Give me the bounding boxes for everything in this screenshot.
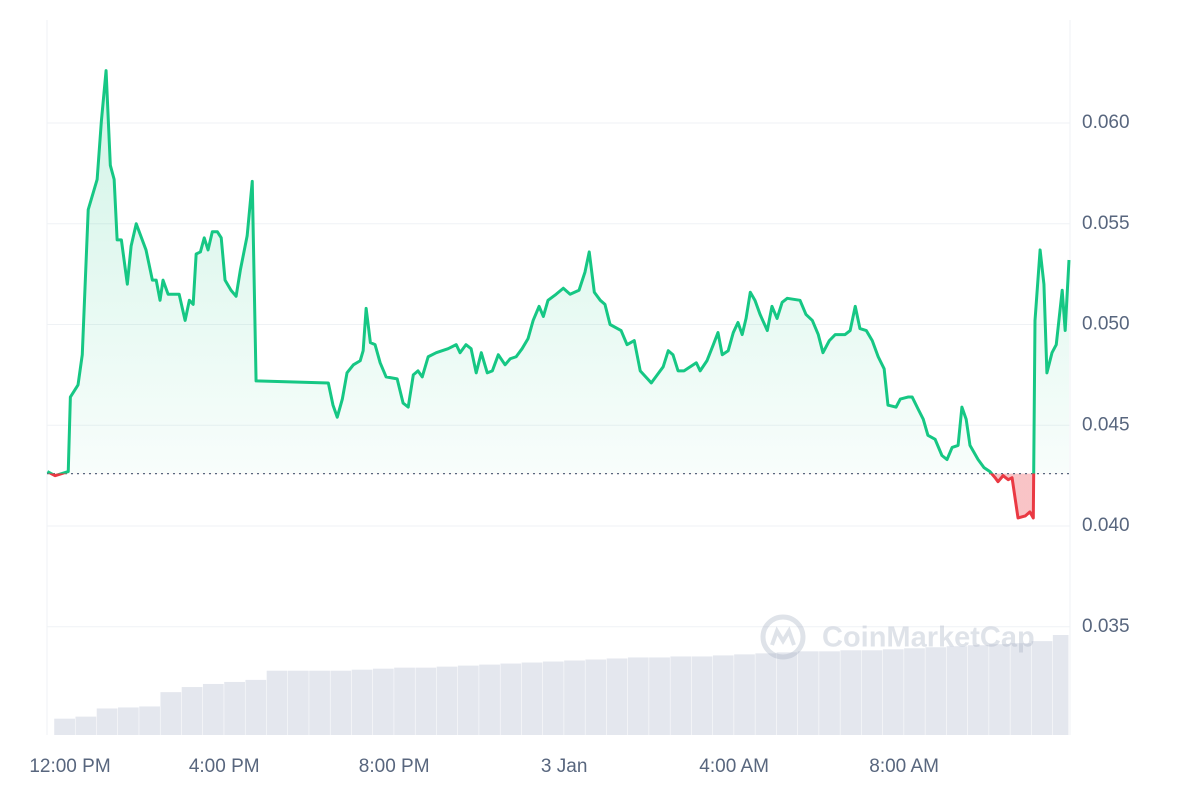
volume-bar [160,692,182,735]
volume-bar [840,650,862,735]
volume-bar [585,659,607,735]
volume-bar [819,651,840,735]
watermark-group: CoinMarketCap [760,614,1035,660]
volume-bar [797,651,819,735]
x-tick-label: 3 Jan [541,756,587,777]
volume-bar [457,665,479,735]
y-tick-label: 0.050 [1082,314,1130,335]
volume-bar [287,670,309,735]
y-tick-label: 0.040 [1082,515,1130,536]
volume-bar [904,648,925,735]
volume-bar [330,670,352,735]
volume-bar [139,706,160,735]
volume-bar [861,650,883,735]
volume-bar [882,649,904,735]
volume-bar [351,669,373,735]
volume-bar [691,656,713,735]
volume-bar [967,645,989,735]
volume-bar [372,668,394,735]
watermark-logo [760,614,806,660]
volume-bar [649,657,670,735]
x-tick-label: 4:00 AM [699,756,769,777]
x-tick-label: 12:00 PM [29,756,110,777]
watermark: CoinMarketCap [822,622,1035,654]
volume-bar [117,707,139,735]
price-line [46,69,1071,520]
volume-bar [946,646,968,735]
volume-bar [712,655,734,735]
volume-bar [989,644,1010,735]
plot-layer [46,69,1071,520]
volume-bar [776,652,798,735]
volume-bar [181,687,203,735]
volume-bar [1052,635,1069,735]
volume-bar [415,667,437,735]
volume-bar [266,670,288,735]
volume-bar [521,662,543,735]
x-tick-label: 8:00 AM [869,756,939,777]
y-tick-label: 0.055 [1082,213,1130,234]
volume-bar [734,654,755,735]
volume-bar [202,683,224,735]
volume-bar [479,664,500,735]
volume-bar [542,661,564,735]
volume-bar [54,718,75,735]
volume-bar [1010,643,1032,735]
volume-bar [500,663,522,735]
volume-bar [670,656,692,735]
volume-bar [224,681,245,735]
volume-layer [54,635,1069,735]
volume-bar [394,667,415,735]
y-tick-label: 0.035 [1082,616,1130,637]
x-tick-label: 4:00 PM [189,756,260,777]
volume-bar [606,658,628,735]
volume-bar [925,647,947,735]
volume-bar [309,670,330,735]
volume-bar [564,660,585,735]
volume-bar [755,653,777,735]
y-tick-label: 0.060 [1082,112,1130,133]
volume-bar [436,666,458,735]
volume-bar [1031,641,1053,735]
y-tick-label: 0.045 [1082,414,1130,435]
volume-bar [96,708,118,735]
volume-bar [627,657,649,735]
volume-bar [245,679,267,735]
x-tick-label: 8:00 PM [359,756,430,777]
watermark-logo [770,626,796,646]
volume-bar [75,716,97,735]
